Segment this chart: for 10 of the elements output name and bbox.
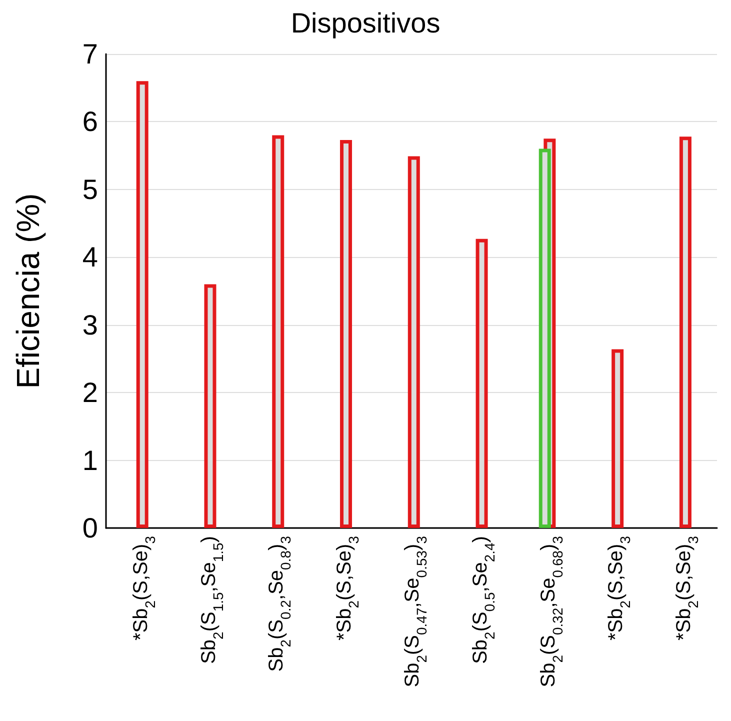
y-tick-label: 1 [82, 444, 98, 476]
y-axis-title: Eficiencia (%) [10, 193, 46, 389]
y-tick-label: 6 [82, 106, 98, 138]
chart-title: Dispositivos [290, 8, 440, 38]
y-tick-label: 0 [82, 512, 98, 544]
y-tick-label: 7 [82, 38, 98, 70]
y-tick-label: 4 [82, 242, 98, 273]
y-tick-label: 3 [82, 309, 98, 340]
y-tick-label: 2 [82, 377, 98, 408]
y-tick-label: 5 [82, 174, 98, 205]
